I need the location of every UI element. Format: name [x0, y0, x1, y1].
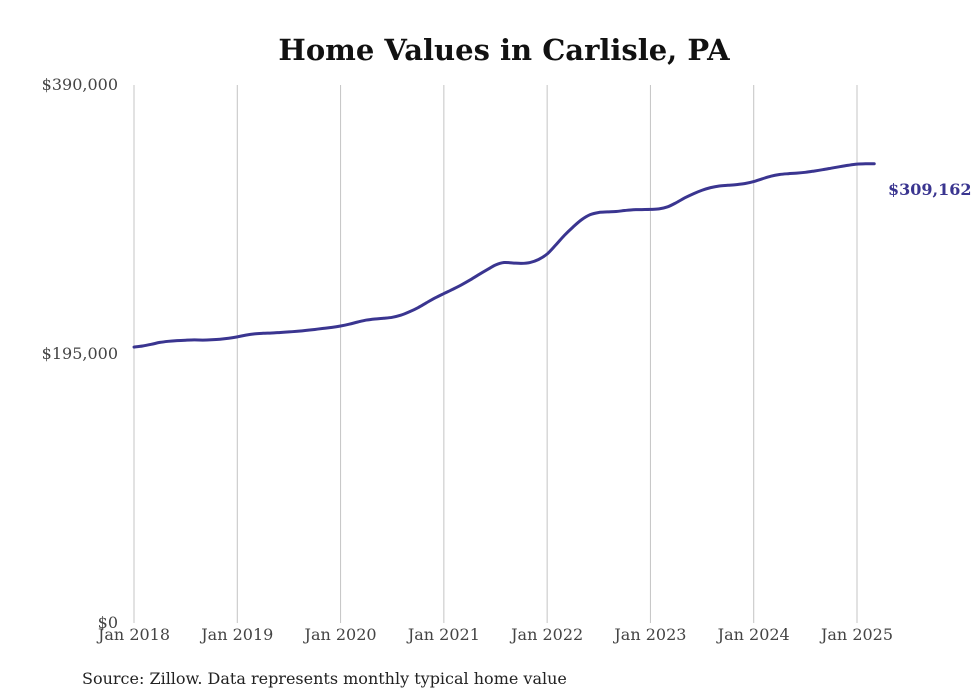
chart-title: Home Values in Carlisle, PA — [278, 33, 730, 67]
y-axis-tick-labels: $0 $195,000 $390,000 — [42, 75, 118, 632]
vertical-gridlines — [133, 85, 858, 623]
x-tick-label: Jan 2024 — [716, 625, 790, 644]
x-tick-label: Jan 2018 — [96, 625, 170, 644]
x-tick-label: Jan 2020 — [303, 625, 377, 644]
x-tick-label: Jan 2023 — [612, 625, 686, 644]
x-tick-label: Jan 2025 — [819, 625, 893, 644]
x-tick-label: Jan 2022 — [509, 625, 583, 644]
x-axis-tick-labels: Jan 2018 Jan 2019 Jan 2020 Jan 2021 Jan 2022… — [96, 625, 893, 644]
source-note: Source: Zillow. Data represents monthly … — [82, 669, 567, 688]
y-tick-label: $195,000 — [42, 344, 118, 363]
series-group — [132, 162, 876, 349]
y-tick-label: $0 — [98, 613, 118, 632]
end-value-label: $309,162 — [888, 180, 972, 199]
x-tick-label: Jan 2019 — [199, 625, 273, 644]
y-tick-label: $390,000 — [42, 75, 118, 94]
x-tick-label: Jan 2021 — [406, 625, 480, 644]
series-line-0 — [132, 162, 876, 349]
